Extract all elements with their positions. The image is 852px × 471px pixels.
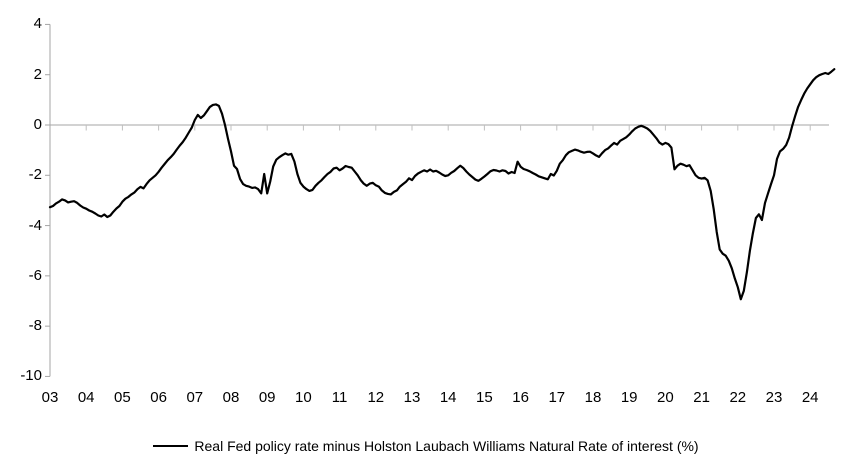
x-tick-label: 18 <box>584 389 602 406</box>
x-tick-label: 23 <box>765 389 783 406</box>
x-tick-label: 07 <box>186 389 204 406</box>
x-tick-label: 15 <box>476 389 493 406</box>
x-tick-label: 13 <box>403 389 421 406</box>
y-tick-label: -4 <box>28 216 42 234</box>
x-tick-label: 05 <box>114 389 131 406</box>
x-tick-label: 17 <box>548 389 566 406</box>
x-tick-label: 10 <box>295 389 312 406</box>
x-tick-label: 03 <box>41 389 59 406</box>
series-line <box>48 68 836 301</box>
x-tick-label: 06 <box>150 389 167 406</box>
x-tick-label: 11 <box>331 389 348 406</box>
x-tick-label: 09 <box>258 389 276 406</box>
x-tick-label: 12 <box>367 389 385 406</box>
y-tick-label: 2 <box>33 65 42 83</box>
legend-line-swatch <box>153 445 189 447</box>
y-tick-label: 4 <box>33 15 42 33</box>
x-tick-label: 08 <box>222 389 240 406</box>
legend: Real Fed policy rate minus Holston Lauba… <box>0 438 852 454</box>
x-tick-label: 21 <box>693 389 710 406</box>
x-tick-label: 14 <box>439 389 457 406</box>
x-tick-label: 20 <box>657 389 674 406</box>
legend-label: Real Fed policy rate minus Holston Lauba… <box>194 438 699 454</box>
x-tick-label: 24 <box>801 389 819 406</box>
y-tick-label: -6 <box>28 266 42 284</box>
y-tick-label: -2 <box>28 166 42 184</box>
x-tick-label: 04 <box>77 389 95 406</box>
x-tick-label: 19 <box>620 389 638 406</box>
x-tick-label: 16 <box>512 389 529 406</box>
x-tick-label: 22 <box>729 389 747 406</box>
y-tick-label: -10 <box>20 367 42 385</box>
y-tick-label: 0 <box>33 116 42 133</box>
y-tick-label: -8 <box>28 317 42 335</box>
